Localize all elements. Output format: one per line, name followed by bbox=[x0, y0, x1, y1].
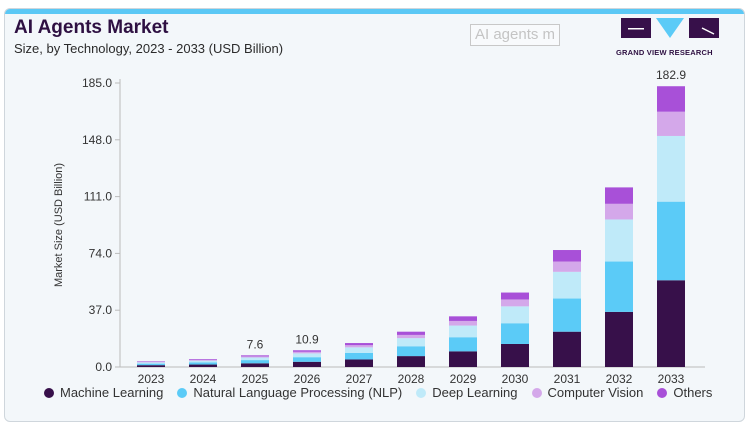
bar-segment-computer-vision-2023 bbox=[137, 361, 165, 363]
bar-segment-machine-learning-2030 bbox=[501, 343, 529, 367]
bar-segment-deep-learning-2031 bbox=[553, 271, 581, 299]
bar-segment-computer-vision-2029 bbox=[449, 320, 477, 326]
legend-dot-icon bbox=[44, 387, 54, 398]
x-tick-label: 2031 bbox=[554, 372, 581, 386]
bar-segment-machine-learning-2026 bbox=[293, 361, 321, 367]
bar-segment-computer-vision-2027 bbox=[345, 345, 373, 348]
bar-segment-machine-learning-2028 bbox=[397, 356, 425, 367]
bar-segment-others-2029 bbox=[449, 316, 477, 321]
legend-dot-icon bbox=[177, 387, 188, 398]
bar-segment-machine-learning-2023 bbox=[137, 365, 165, 367]
x-tick-label: 2030 bbox=[502, 372, 529, 386]
grand-view-research-logo bbox=[621, 18, 719, 38]
bar-segment-others-2023 bbox=[137, 361, 165, 362]
bar-segment-others-2024 bbox=[189, 359, 217, 360]
legend-item: Others bbox=[657, 385, 712, 400]
x-tick-label: 2025 bbox=[242, 372, 269, 386]
bar-segment-deep-learning-2029 bbox=[449, 325, 477, 338]
legend-label: Machine Learning bbox=[60, 385, 164, 400]
chart-subtitle: Size, by Technology, 2023 - 2033 (USD Bi… bbox=[14, 41, 284, 56]
x-tick-label: 2024 bbox=[190, 372, 217, 386]
bar-segment-computer-vision-2026 bbox=[293, 351, 321, 354]
bar-segment-machine-learning-2029 bbox=[449, 351, 477, 367]
bar-segment-natural-language-processing-nlp--2027 bbox=[345, 352, 373, 360]
bar-segment-computer-vision-2033 bbox=[657, 111, 685, 136]
bar-segment-natural-language-processing-nlp--2025 bbox=[241, 360, 269, 364]
bar-segment-deep-learning-2024 bbox=[189, 360, 217, 363]
y-tick-label: 74.0 bbox=[89, 246, 113, 260]
bar-segment-others-2030 bbox=[501, 292, 529, 300]
bar-segment-others-2025 bbox=[241, 355, 269, 357]
bar-segment-machine-learning-2033 bbox=[657, 280, 685, 367]
legend: Machine Learning Natural Language Process… bbox=[44, 385, 712, 400]
bar-segment-machine-learning-2031 bbox=[553, 331, 581, 367]
legend-dot-icon bbox=[531, 387, 542, 398]
bar-segment-others-2032 bbox=[605, 187, 633, 204]
y-tick-label: 0.0 bbox=[95, 360, 112, 374]
legend-item: Machine Learning bbox=[44, 385, 163, 400]
x-tick-label: 2028 bbox=[398, 372, 425, 386]
data-label: 7.6 bbox=[247, 337, 264, 351]
legend-dot-icon bbox=[657, 387, 668, 398]
legend-dot-icon bbox=[416, 387, 427, 398]
legend-item: Computer Vision bbox=[531, 385, 644, 400]
bar-segment-deep-learning-2033 bbox=[657, 135, 685, 202]
watermark: AI agents m bbox=[470, 24, 561, 46]
bar-segment-others-2026 bbox=[293, 350, 321, 352]
bar-segment-computer-vision-2031 bbox=[553, 261, 581, 272]
bar-segment-natural-language-processing-nlp--2029 bbox=[449, 337, 477, 352]
bar-segment-natural-language-processing-nlp--2028 bbox=[397, 346, 425, 357]
y-axis-label: Market Size (USD Billion) bbox=[53, 163, 65, 287]
bar-segment-deep-learning-2032 bbox=[605, 219, 633, 262]
bar-segment-deep-learning-2027 bbox=[345, 347, 373, 353]
bar-segment-deep-learning-2026 bbox=[293, 353, 321, 358]
x-tick-label: 2029 bbox=[450, 372, 477, 386]
legend-item: Deep Learning bbox=[416, 385, 518, 400]
y-tick-label: 148.0 bbox=[82, 133, 112, 147]
bar-segment-natural-language-processing-nlp--2030 bbox=[501, 323, 529, 344]
bar-segment-others-2027 bbox=[345, 343, 373, 346]
x-tick-label: 2026 bbox=[294, 372, 321, 386]
bar-segment-deep-learning-2023 bbox=[137, 362, 165, 364]
legend-label: Natural Language Processing (NLP) bbox=[193, 385, 403, 400]
legend-label: Deep Learning bbox=[432, 385, 518, 400]
chart-title: AI Agents Market bbox=[14, 17, 169, 38]
bar-segment-deep-learning-2030 bbox=[501, 306, 529, 324]
bar-segment-deep-learning-2028 bbox=[397, 338, 425, 347]
x-tick-label: 2023 bbox=[138, 372, 165, 386]
x-tick-label: 2027 bbox=[346, 372, 373, 386]
bar-segment-computer-vision-2030 bbox=[501, 299, 529, 307]
data-label: 10.9 bbox=[295, 332, 319, 346]
bar-segment-others-2028 bbox=[397, 331, 425, 335]
y-tick-label: 111.0 bbox=[84, 190, 113, 204]
bar-segment-natural-language-processing-nlp--2032 bbox=[605, 261, 633, 312]
bar-segment-computer-vision-2025 bbox=[241, 356, 269, 358]
bar-segment-computer-vision-2028 bbox=[397, 334, 425, 339]
accent-bar bbox=[5, 9, 744, 14]
bar-segment-natural-language-processing-nlp--2023 bbox=[137, 363, 165, 366]
bar-segment-natural-language-processing-nlp--2033 bbox=[657, 201, 685, 281]
logo-text: GRAND VIEW RESEARCH bbox=[616, 48, 713, 57]
bar-segment-others-2031 bbox=[553, 250, 581, 262]
bar-segment-machine-learning-2025 bbox=[241, 363, 269, 367]
legend-label: Others bbox=[673, 385, 713, 400]
x-tick-label: 2033 bbox=[658, 372, 685, 386]
bar-segment-natural-language-processing-nlp--2026 bbox=[293, 357, 321, 362]
bar-segment-others-2033 bbox=[657, 86, 685, 112]
bar-segment-machine-learning-2027 bbox=[345, 359, 373, 367]
bar-segment-machine-learning-2032 bbox=[605, 311, 633, 367]
bar-segment-computer-vision-2024 bbox=[189, 359, 217, 361]
y-tick-label: 185.0 bbox=[82, 76, 112, 90]
bar-segment-natural-language-processing-nlp--2031 bbox=[553, 298, 581, 332]
legend-label: Computer Vision bbox=[547, 385, 644, 400]
bar-segment-machine-learning-2024 bbox=[189, 364, 217, 367]
bar-segment-deep-learning-2025 bbox=[241, 357, 269, 361]
bar-segment-natural-language-processing-nlp--2024 bbox=[189, 362, 217, 365]
bar-segment-computer-vision-2032 bbox=[605, 203, 633, 220]
x-tick-label: 2032 bbox=[606, 372, 633, 386]
data-label: 182.9 bbox=[656, 68, 686, 82]
legend-item: Natural Language Processing (NLP) bbox=[177, 385, 402, 400]
y-tick-label: 37.0 bbox=[89, 303, 113, 317]
